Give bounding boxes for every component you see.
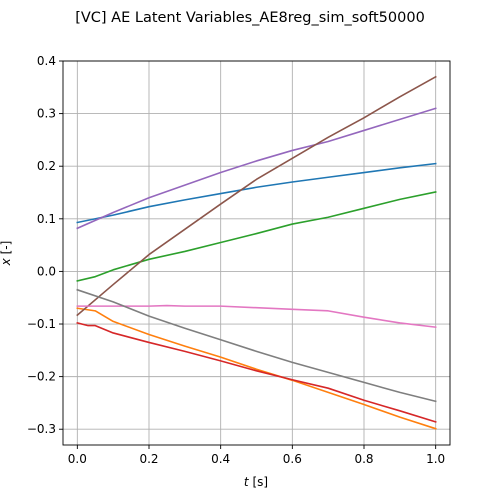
series-line-1 bbox=[76, 162, 437, 224]
series-line-8 bbox=[76, 288, 437, 403]
x-tick-label: 1.0 bbox=[426, 452, 445, 466]
series-line-7 bbox=[76, 304, 437, 329]
y-axis-label: x [-] bbox=[0, 241, 13, 267]
series-line-4 bbox=[76, 321, 437, 423]
series-line-6 bbox=[76, 75, 437, 317]
y-tick-label: −0.2 bbox=[27, 370, 56, 384]
x-axis: 0.0 0.2 0.4 0.6 0.8 1.0 bbox=[68, 445, 445, 466]
y-tick-label: −0.3 bbox=[27, 422, 56, 436]
x-tick-label: 0.0 bbox=[68, 452, 87, 466]
y-tick-label: 0.4 bbox=[37, 54, 56, 68]
y-axis: −0.3 −0.2 −0.1 0.0 0.1 0.2 0.3 0.4 bbox=[27, 54, 63, 436]
y-tick-label: −0.1 bbox=[27, 317, 56, 331]
x-tick-label: 0.6 bbox=[283, 452, 302, 466]
series-group bbox=[76, 75, 437, 430]
y-tick-label: 0.3 bbox=[37, 107, 56, 121]
x-tick-label: 0.8 bbox=[354, 452, 373, 466]
x-axis-label: t [s] bbox=[244, 475, 268, 489]
series-line-2 bbox=[76, 307, 437, 430]
grid bbox=[63, 60, 450, 445]
y-tick-label: 0.0 bbox=[37, 264, 56, 278]
y-tick-label: 0.2 bbox=[37, 159, 56, 173]
series-line-3 bbox=[76, 191, 437, 282]
x-tick-label: 0.4 bbox=[211, 452, 230, 466]
chart-title: [VC] AE Latent Variables_AE8reg_sim_soft… bbox=[75, 10, 425, 26]
x-tick-label: 0.2 bbox=[139, 452, 158, 466]
series-line-5 bbox=[76, 107, 437, 230]
y-tick-label: 0.1 bbox=[37, 212, 56, 226]
plot-frame bbox=[62, 60, 451, 446]
